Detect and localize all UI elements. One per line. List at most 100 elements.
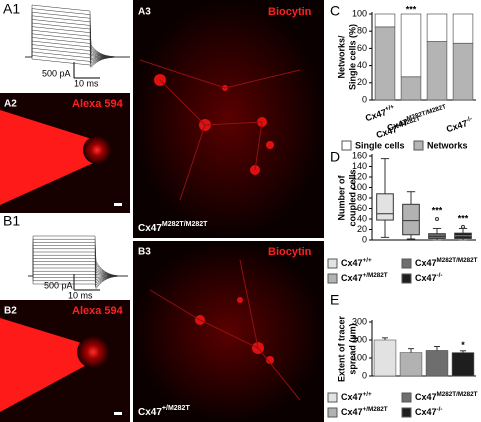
panel-label: E [330, 292, 339, 308]
y-tick-label: 160 [352, 150, 367, 160]
legend-swatch [327, 273, 338, 284]
panel-label: A3 [138, 7, 151, 18]
trace [28, 261, 128, 277]
trace [25, 47, 131, 64]
bar [373, 339, 397, 377]
cell [77, 336, 109, 368]
y-tick-label: 100 [352, 352, 367, 362]
trace [28, 238, 129, 277]
y-tick-label: 0 [362, 370, 367, 380]
bar-segment [400, 13, 422, 78]
trace [28, 267, 129, 280]
x-tick-label: Cx47-/- [445, 116, 475, 135]
y-tick-label: 120 [352, 171, 367, 181]
legend-swatch [327, 258, 338, 269]
stain-label: Biocytin [268, 246, 312, 258]
scale-time: 10 ms [68, 290, 93, 300]
legend-swatch [327, 392, 338, 403]
significance: *** [406, 4, 417, 14]
y-axis-label: Networks/ [336, 35, 346, 79]
current-traces [25, 4, 131, 290]
trace [28, 235, 129, 277]
significance: * [461, 340, 465, 350]
scale-bar [114, 203, 122, 206]
bar-segment [426, 41, 448, 101]
legend-label: Cx47M282T/M282T [415, 391, 478, 402]
trace [25, 15, 131, 58]
y-axis-label: Single cells (%) [347, 24, 357, 90]
scale-time: 10 ms [74, 78, 99, 88]
scale-bar [114, 412, 122, 415]
genotype-label: Cx47+/M282T [138, 405, 190, 417]
legend-label: Cx47+/+ [341, 257, 372, 268]
legend-label: Cx47+/M282T [341, 406, 388, 417]
pipette [0, 110, 100, 205]
y-tick-label: 40 [357, 60, 367, 70]
cell [83, 136, 111, 164]
legend-swatch [413, 140, 424, 151]
x-tick-label: Cx47M282T/M282T [385, 103, 448, 133]
legend-label: Networks [427, 140, 468, 150]
trace [25, 8, 131, 58]
trace [25, 51, 131, 65]
y-tick-label: 20 [357, 77, 367, 87]
panel-label: A1 [3, 1, 20, 17]
panel-label: A2 [4, 99, 17, 110]
processes [139, 59, 301, 201]
y-axis-label: Number of [336, 174, 346, 220]
trace [28, 251, 129, 277]
stain-label: Biocytin [268, 6, 312, 18]
legend-swatch [401, 392, 412, 403]
trace [28, 248, 129, 277]
bar [425, 350, 449, 377]
image-a3 [133, 0, 324, 238]
trace [28, 258, 129, 277]
legend-label: Cx47-/- [415, 406, 442, 417]
legend-label: Single cells [355, 140, 405, 150]
y-tick-label: 100 [352, 8, 367, 18]
y-tick-label: 200 [352, 334, 367, 344]
stain-label: Alexa 594 [72, 305, 124, 317]
y-tick-label: 20 [357, 224, 367, 234]
bar-segment [452, 42, 474, 101]
bar-segment [374, 26, 396, 101]
bar-segment [400, 76, 422, 101]
trace [25, 56, 131, 68]
legend-label: Cx47+/M282T [341, 272, 388, 283]
y-tick-label: 60 [357, 203, 367, 213]
bar [451, 352, 475, 377]
significance: *** [458, 213, 469, 223]
y-tick-label: 80 [357, 26, 367, 36]
bar-segment [452, 13, 474, 44]
legend-swatch [401, 258, 412, 269]
panel-label: B2 [4, 306, 17, 317]
legend-label: Cx47+/+ [341, 391, 372, 402]
legend-label: Cx47-/- [415, 272, 442, 283]
y-tick-label: 0 [362, 234, 367, 244]
panel-label: B3 [138, 247, 151, 258]
panel-label: B1 [3, 213, 20, 229]
scale-current: 500 pA [44, 280, 73, 290]
legend-swatch [401, 407, 412, 418]
panel-label: D [330, 149, 340, 165]
y-axis-label: spread (µm) [347, 323, 357, 374]
y-tick-label: 40 [357, 213, 367, 223]
trace [25, 22, 131, 58]
trace [28, 270, 129, 282]
genotype-label: Cx47M282T/M282T [138, 221, 208, 233]
y-tick-label: 80 [357, 192, 367, 202]
outlier [435, 217, 439, 221]
y-tick-label: 300 [352, 316, 367, 326]
y-axis-label: coupled cells [347, 169, 357, 226]
y-tick-label: 60 [357, 43, 367, 53]
significance: *** [432, 205, 443, 215]
x-tick-label: Cx47+/+ [364, 103, 397, 123]
y-tick-label: 140 [352, 161, 367, 171]
trace [25, 37, 131, 59]
trace [28, 275, 129, 290]
legend-swatch [327, 407, 338, 418]
legend-label: Cx47M282T/M282T [415, 257, 478, 268]
stain-label: Alexa 594 [72, 98, 124, 110]
legend-swatch [341, 140, 352, 151]
